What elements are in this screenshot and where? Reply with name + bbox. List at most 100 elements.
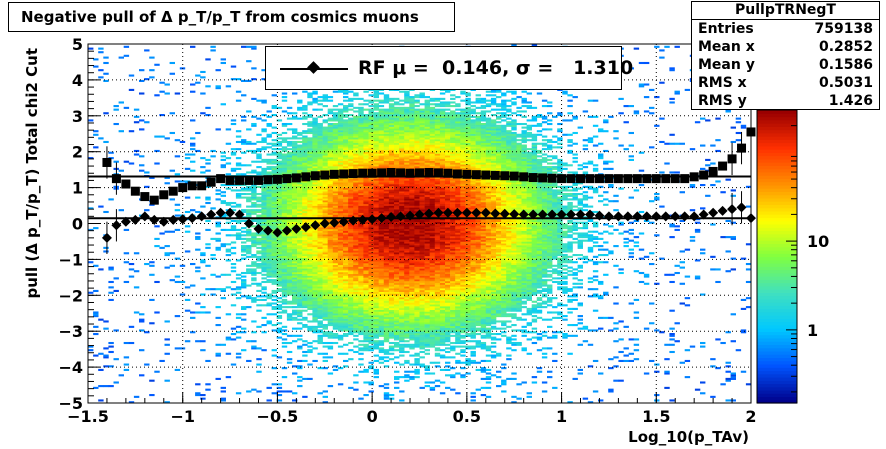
heatmap-cell: [383, 112, 390, 115]
heatmap-cell: [409, 363, 415, 366]
heatmap-cell: [271, 282, 277, 285]
heatmap-cell: [322, 279, 328, 282]
heatmap-cell: [322, 254, 328, 257]
heatmap-cell: [378, 270, 385, 273]
heatmap-cell: [322, 289, 328, 292]
heatmap-cell: [419, 115, 425, 118]
heatmap-cell: [414, 370, 420, 373]
heatmap-cell: [312, 180, 318, 183]
heatmap-cell: [317, 236, 323, 239]
heatmap-cell: [404, 200, 410, 203]
heatmap-cell: [363, 297, 369, 300]
heatmap-cell: [409, 151, 415, 154]
heatmap-cell: [424, 236, 430, 239]
heatmap-cell: [297, 327, 303, 330]
heatmap-cell: [327, 282, 334, 285]
heatmap-cell: [276, 164, 283, 167]
heatmap-cell: [271, 210, 277, 214]
heatmap-cell: [215, 239, 221, 242]
heatmap-cell: [399, 194, 405, 197]
heatmap-cell: [307, 302, 313, 305]
heatmap-cell: [363, 331, 369, 334]
heatmap-cell: [368, 266, 374, 269]
heatmap-cell: [286, 334, 293, 337]
heatmap-cell: [139, 79, 145, 82]
heatmap-cell: [409, 271, 415, 275]
heatmap-cell: [271, 246, 277, 249]
heatmap-cell: [281, 219, 288, 222]
heatmap-cell: [337, 157, 344, 160]
heatmap-cell: [276, 241, 283, 244]
heatmap-cell: [378, 142, 385, 145]
heatmap-cell: [327, 234, 334, 237]
heatmap-cell: [307, 166, 313, 169]
heatmap-cell: [230, 338, 237, 341]
heatmap-cell: [307, 212, 313, 215]
heatmap-cell: [271, 171, 277, 174]
heatmap-cell: [419, 345, 425, 348]
heatmap-cell: [302, 277, 308, 280]
heatmap-cell: [394, 110, 400, 113]
heatmap-cell: [169, 230, 175, 233]
heatmap-cell: [337, 210, 344, 214]
heatmap-cell: [302, 318, 308, 321]
heatmap-cell: [394, 250, 400, 253]
heatmap-cell: [409, 201, 415, 205]
heatmap-cell: [337, 121, 344, 124]
heatmap-cell: [378, 291, 385, 294]
heatmap-cell: [261, 137, 267, 140]
heatmap-cell: [419, 340, 425, 343]
heatmap-cell: [383, 309, 390, 312]
heatmap-cell: [332, 164, 339, 167]
heatmap-cell: [205, 198, 211, 201]
heatmap-cell: [343, 277, 349, 280]
heatmap-cell: [332, 207, 339, 210]
heatmap-cell: [368, 345, 374, 348]
heatmap-cell: [419, 262, 425, 266]
heatmap-cell: [322, 212, 328, 215]
heatmap-cell: [383, 110, 390, 113]
heatmap-cell: [409, 318, 415, 321]
heatmap-cell: [312, 194, 318, 197]
heatmap-cell: [307, 221, 313, 224]
heatmap-cell: [378, 241, 385, 244]
heatmap-cell: [317, 99, 323, 102]
heatmap-cell: [312, 282, 318, 285]
heatmap-cell: [419, 192, 425, 196]
heatmap-cell: [383, 352, 390, 355]
heatmap-cell: [302, 184, 308, 187]
heatmap-cell: [241, 279, 247, 282]
heatmap-cell: [332, 262, 339, 266]
heatmap-cell: [383, 139, 390, 142]
heatmap-cell: [348, 155, 354, 158]
heatmap-cell: [368, 275, 374, 278]
heatmap-cell: [419, 117, 425, 120]
heatmap-cell: [332, 336, 339, 339]
heatmap-cell: [317, 192, 323, 196]
heatmap-cell: [337, 200, 344, 203]
heatmap-cell: [108, 365, 114, 368]
heatmap-cell: [128, 401, 135, 404]
heatmap-cell: [139, 318, 145, 321]
heatmap-cell: [404, 325, 410, 328]
heatmap-cell: [378, 248, 385, 251]
heatmap-cell: [332, 300, 339, 303]
heatmap-cell: [302, 201, 308, 205]
heatmap-cell: [388, 349, 395, 352]
heatmap-cell: [215, 192, 221, 196]
heatmap-cell: [322, 94, 328, 97]
heatmap-cell: [358, 397, 364, 400]
heatmap-cell: [271, 142, 277, 145]
heatmap-cell: [225, 376, 232, 379]
heatmap-cell: [388, 331, 395, 334]
heatmap-cell: [409, 316, 415, 319]
heatmap-cell: [404, 293, 410, 296]
heatmap-cell: [414, 270, 420, 273]
heatmap-cell: [404, 151, 410, 154]
heatmap-cell: [317, 300, 323, 303]
heatmap-cell: [388, 144, 395, 147]
heatmap-cell: [139, 320, 145, 323]
heatmap-cell: [276, 282, 283, 285]
heatmap-cell: [230, 65, 237, 68]
heatmap-cell: [363, 288, 369, 291]
